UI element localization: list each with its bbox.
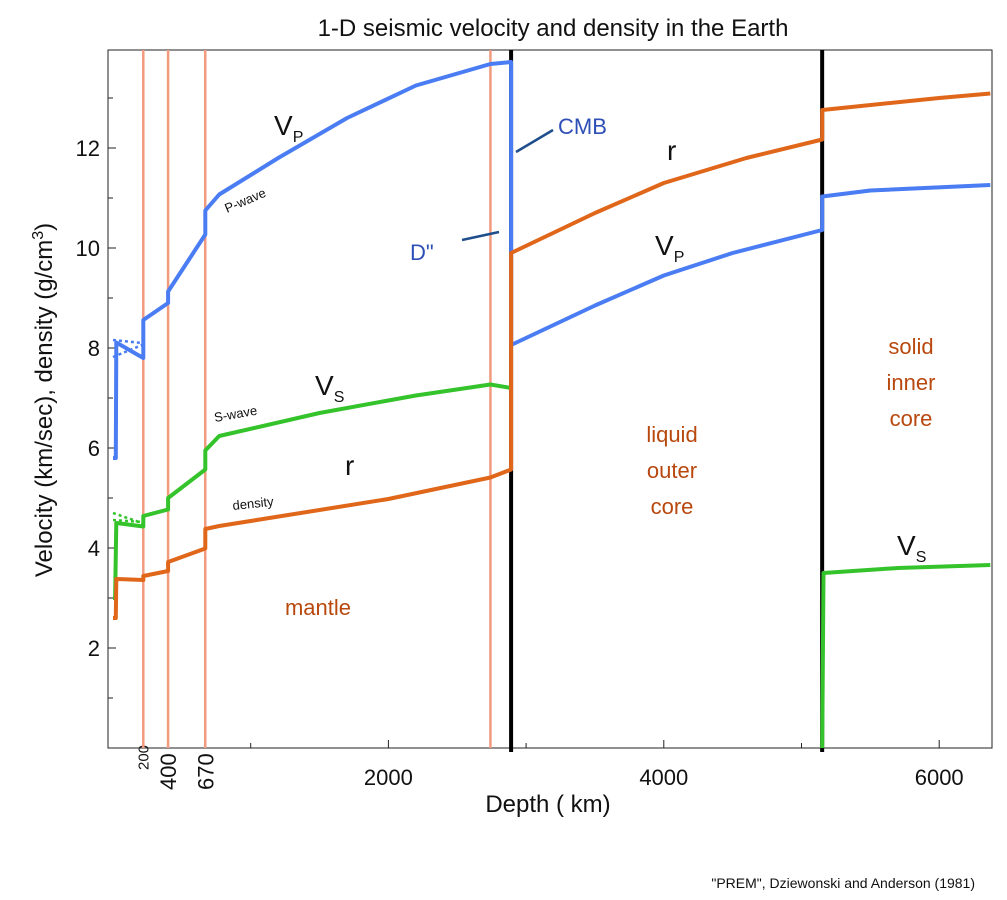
core-vp-label-main: V	[655, 230, 674, 261]
vp-dotted-line	[112, 343, 143, 359]
y-axis-label-main: Velocity (km/sec), density (g/cm	[31, 240, 58, 577]
y-tick-label: 10	[76, 236, 100, 261]
vp-dotted-line-2	[112, 338, 143, 345]
y-tick-label: 6	[88, 436, 100, 461]
vp-curve	[113, 60, 991, 460]
y-tick-label: 12	[76, 136, 100, 161]
d-double-prime-pointer	[461, 230, 500, 242]
series-curves	[113, 60, 991, 749]
inner-core-vs-label-main: V	[897, 530, 916, 561]
plot-frame	[107, 49, 993, 749]
x-axis: 2000 4000 6000 200 400 670	[135, 740, 964, 790]
upper-vp-label-main: V	[274, 110, 293, 141]
vs-curve-inner-core	[820, 563, 991, 749]
upper-vs-label-main: V	[315, 370, 334, 401]
core-vp-label: VP	[655, 230, 684, 266]
mantle-label: mantle	[285, 595, 351, 620]
inner-core-label-3: core	[890, 406, 933, 431]
outer-core-label-2: outer	[647, 458, 697, 483]
x-boundary-tick-label: 200	[135, 745, 152, 770]
x-boundary-tick-label: 670	[193, 753, 218, 790]
vs-curve-mantle	[113, 382, 512, 600]
outer-core-label-3: core	[651, 494, 694, 519]
outer-core-label-1: liquid	[646, 422, 697, 447]
alt-model-dotted	[112, 338, 143, 525]
inner-core-label-1: solid	[888, 334, 933, 359]
y-axis-label-sup: 3	[30, 231, 47, 240]
chart-title: 1-D seismic velocity and density in the …	[318, 15, 789, 42]
upper-rho-label: r	[345, 450, 354, 481]
y-tick-label: 2	[88, 636, 100, 661]
upper-vs-label: VS	[315, 370, 344, 406]
inner-core-vs-label-sub: S	[916, 549, 927, 566]
s-wave-note: S-wave	[213, 403, 258, 425]
upper-vp-label: VP	[274, 110, 303, 146]
core-vp-label-sub: P	[674, 249, 685, 266]
y-axis: 2 4 6 8 10 12	[76, 97, 116, 699]
inner-core-vs-label: VS	[897, 530, 926, 566]
vs-dotted-line-2	[112, 518, 143, 524]
upper-vs-label-sub: S	[334, 389, 345, 406]
d-double-prime-label: D"	[410, 240, 434, 265]
density-note: density	[232, 494, 275, 513]
x-tick-label: 4000	[639, 765, 688, 790]
x-tick-label: 2000	[364, 765, 413, 790]
core-rho-label: r	[667, 135, 676, 166]
density-curve	[113, 91, 991, 620]
inner-core-label-2: inner	[887, 370, 936, 395]
y-axis-label-end: )	[31, 223, 58, 231]
x-axis-label: Depth ( km)	[485, 791, 610, 818]
y-axis-label: Velocity (km/sec), density (g/cm3)	[30, 223, 58, 577]
upper-vp-label-sub: P	[293, 129, 304, 146]
y-tick-label: 8	[88, 336, 100, 361]
cmb-pointer	[515, 128, 554, 154]
x-boundary-tick-label: 400	[156, 753, 181, 790]
boundary-lines	[142, 50, 825, 752]
citation: "PREM", Dziewonski and Anderson (1981)	[711, 875, 975, 891]
x-tick-label: 6000	[915, 765, 964, 790]
y-tick-label: 4	[88, 536, 100, 561]
cmb-label: CMB	[558, 114, 607, 139]
